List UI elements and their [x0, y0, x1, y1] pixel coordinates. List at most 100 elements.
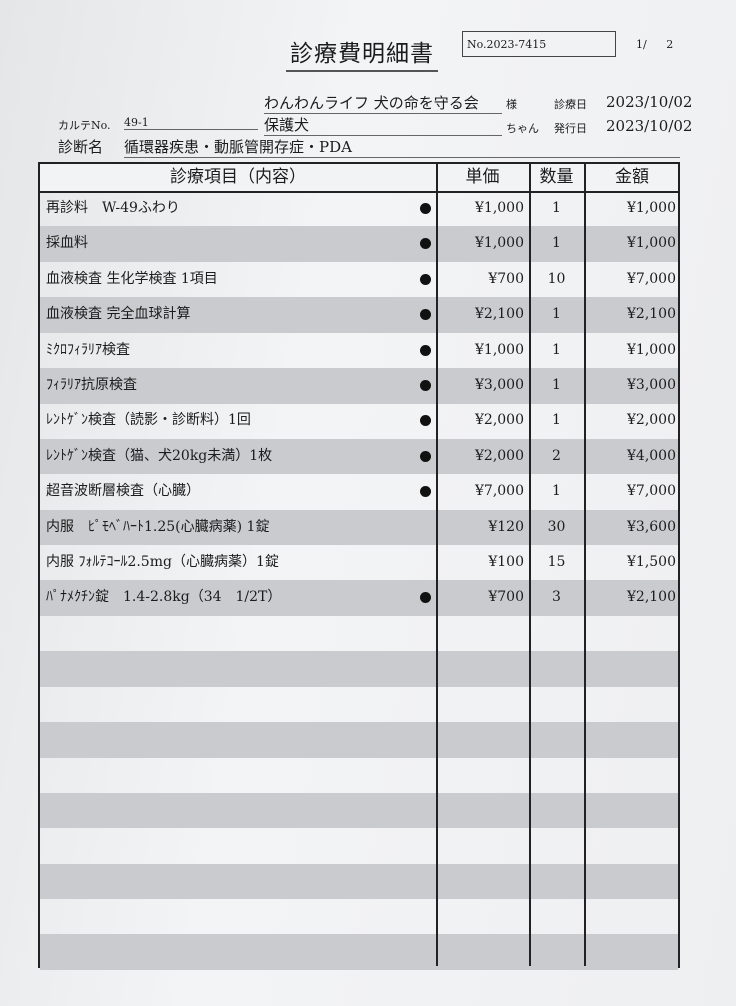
- item-name: 超音波断層検査（心臓）: [46, 483, 200, 500]
- unit-price: ¥100: [488, 554, 524, 570]
- taxable-dot-icon: [420, 415, 431, 427]
- amount: ¥7,000: [627, 270, 676, 287]
- quantity: 1: [552, 412, 561, 429]
- item-name: 採血料: [46, 235, 88, 252]
- unit-price: ¥2,000: [475, 447, 524, 464]
- document-title: 診療費明細書: [286, 34, 438, 72]
- diagnosis-label: 診断名: [58, 138, 104, 156]
- quantity: 10: [547, 270, 566, 287]
- unit-price: ¥1,000: [475, 235, 524, 252]
- table-row: 血液検査 完全血球計算 ¥2,100 1 ¥2,100: [40, 297, 678, 333]
- header-quantity: 数量: [539, 167, 574, 187]
- table-row: ﾌｨﾗﾘｱ抗原検査 ¥3,000 1 ¥3,000: [40, 368, 678, 404]
- taxable-dot-icon: [420, 344, 431, 356]
- quantity: 1: [552, 306, 561, 323]
- taxable-dot-icon: [420, 450, 431, 462]
- quantity: 1: [552, 200, 561, 216]
- unit-price: ¥2,000: [475, 412, 524, 429]
- chart-no-label: カルテNo.: [58, 119, 111, 132]
- table-header: 診療項目（内容） 単価 数量 金額: [40, 164, 678, 193]
- item-name: 内服 ﾋﾟﾓﾍﾞﾊｰﾄ1.25(心臓病薬) 1錠: [46, 518, 270, 535]
- item-name: ﾚﾝﾄｹﾞﾝ検査（猫、犬20kg未満）1枚: [46, 447, 273, 464]
- amount: ¥2,100: [627, 589, 676, 606]
- table-row: ﾚﾝﾄｹﾞﾝ検査（読影・診断料）1回 ¥2,000 1 ¥2,000: [40, 403, 678, 439]
- empty-row: [40, 934, 678, 970]
- taxable-dot-icon: [420, 203, 431, 214]
- empty-row: [40, 792, 678, 829]
- client-suffix: 様: [506, 98, 517, 111]
- empty-row: [40, 899, 678, 935]
- table-row: ﾊﾟﾅﾒｸﾁﾝ錠 1.4-2.8kg（34 1/2T） ¥700 3 ¥2,100: [40, 580, 678, 616]
- item-name: 血液検査 完全血球計算: [46, 306, 191, 323]
- amount: ¥3,000: [627, 377, 676, 393]
- empty-row: [40, 863, 678, 900]
- quantity: 30: [547, 518, 566, 535]
- table-row: 超音波断層検査（心臓） ¥7,000 1 ¥7,000: [40, 474, 678, 510]
- item-name: ﾌｨﾗﾘｱ抗原検査: [46, 377, 137, 393]
- header-item: 診療項目（内容）: [170, 167, 306, 187]
- empty-row: [40, 828, 678, 864]
- unit-price: ¥1,000: [475, 341, 524, 358]
- diagnosis: 循環器疾患・動脈管開存症・PDA: [124, 136, 680, 158]
- taxable-dot-icon: [420, 592, 431, 604]
- quantity: 3: [552, 589, 561, 606]
- item-name: ﾐｸﾛﾌｨﾗﾘｱ検査: [46, 341, 130, 358]
- empty-row: [40, 687, 678, 723]
- table-row: 血液検査 生化学検査 1項目 ¥700 10 ¥7,000: [40, 262, 678, 298]
- quantity: 2: [552, 447, 561, 464]
- unit-price: ¥700: [488, 270, 524, 287]
- table-row: 再診料 W-49ふわり ¥1,000 1 ¥1,000: [40, 191, 678, 227]
- amount: ¥3,600: [627, 518, 676, 535]
- taxable-dot-icon: [420, 273, 431, 285]
- amount: ¥1,000: [627, 341, 676, 358]
- empty-row: [40, 722, 678, 758]
- quantity: 1: [552, 483, 561, 500]
- page-indicator: 1/ 2: [636, 38, 674, 51]
- unit-price: ¥700: [488, 589, 524, 606]
- table-row: 内服 ﾌｫﾙﾃｺｰﾙ2.5mg（心臓病薬）1錠 ¥100 15 ¥1,500: [40, 545, 678, 581]
- item-name: 血液検査 生化学検査 1項目: [46, 270, 218, 287]
- column-divider: [584, 164, 586, 966]
- unit-price: ¥1,000: [475, 200, 524, 216]
- empty-row: [40, 757, 678, 793]
- table-row: ﾐｸﾛﾌｨﾗﾘｱ検査 ¥1,000 1 ¥1,000: [40, 333, 678, 369]
- table-row: 内服 ﾋﾟﾓﾍﾞﾊｰﾄ1.25(心臓病薬) 1錠 ¥120 30 ¥3,600: [40, 509, 678, 546]
- visit-date: 2023/10/02: [606, 93, 693, 111]
- item-name: 内服 ﾌｫﾙﾃｺｰﾙ2.5mg（心臓病薬）1錠: [46, 554, 279, 570]
- taxable-dot-icon: [420, 238, 431, 250]
- unit-price: ¥3,000: [475, 377, 524, 393]
- issue-date-label: 発行日: [554, 122, 587, 135]
- amount: ¥7,000: [627, 483, 676, 500]
- visit-date-label: 診療日: [554, 98, 587, 111]
- amount: ¥2,000: [627, 412, 676, 429]
- quantity: 1: [552, 377, 561, 393]
- empty-row: [40, 616, 678, 652]
- unit-price: ¥2,100: [475, 306, 524, 323]
- document-number-box: No.2023-7415: [462, 31, 616, 57]
- quantity: 1: [552, 341, 561, 358]
- item-name: 再診料 W-49ふわり: [46, 200, 180, 216]
- taxable-dot-icon: [420, 486, 431, 498]
- issue-date: 2023/10/02: [606, 117, 693, 135]
- unit-price: ¥120: [488, 518, 524, 535]
- table-row: 採血料 ¥1,000 1 ¥1,000: [40, 226, 678, 262]
- pet-suffix: ちゃん: [506, 122, 539, 135]
- header-amount: 金額: [615, 167, 649, 187]
- empty-row: [40, 651, 678, 687]
- chart-no: 49-1: [124, 116, 258, 130]
- amount: ¥4,000: [627, 447, 676, 464]
- client-name: わんわんライフ 犬の命を守る会: [264, 92, 502, 114]
- column-divider: [436, 164, 438, 966]
- quantity: 1: [552, 235, 561, 252]
- amount: ¥2,100: [627, 306, 676, 323]
- quantity: 15: [547, 554, 566, 570]
- taxable-dot-icon: [420, 309, 431, 321]
- itemized-table: 再診料 W-49ふわり ¥1,000 1 ¥1,000 採血料 ¥1,000 1 ¥1,000…: [38, 162, 680, 970]
- unit-price: ¥7,000: [475, 483, 524, 500]
- column-divider: [529, 164, 531, 966]
- header-unit-price: 単価: [465, 167, 500, 187]
- table-row: ﾚﾝﾄｹﾞﾝ検査（猫、犬20kg未満）1枚 ¥2,000 2 ¥4,000: [40, 438, 678, 475]
- amount: ¥1,000: [627, 235, 676, 252]
- pet-name: 保護犬: [264, 114, 502, 136]
- amount: ¥1,000: [627, 200, 676, 216]
